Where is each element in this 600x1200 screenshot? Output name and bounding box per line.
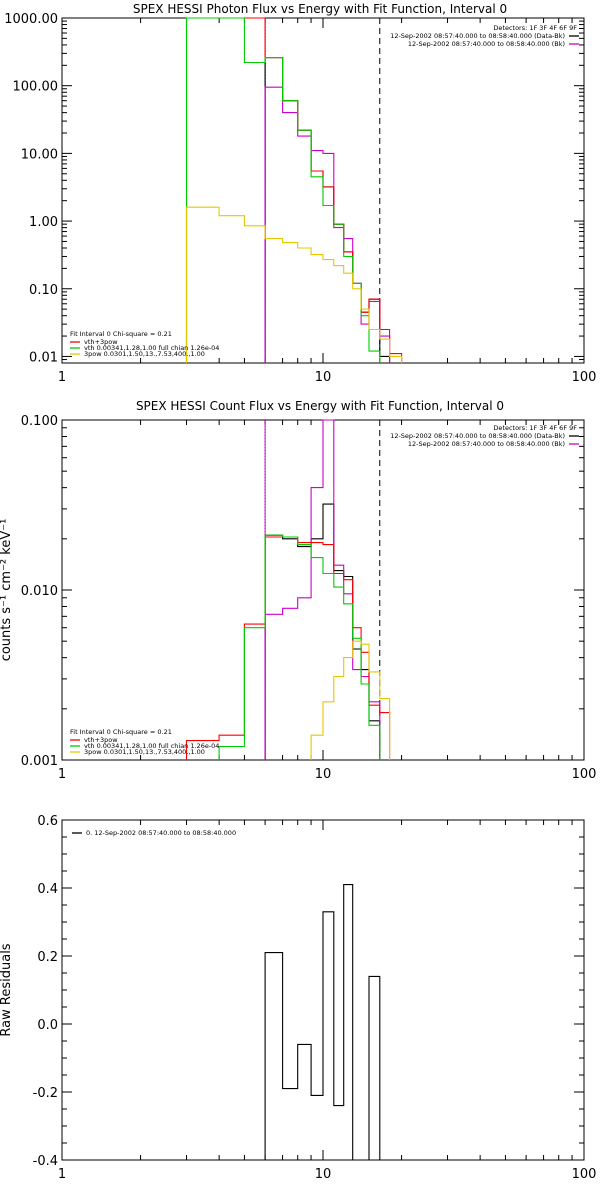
info-box: Detectors: 1F 3F 4F 6F 9F 12-Sep-2002 08… bbox=[390, 24, 579, 48]
fit-legend: Fit Interval 0 Chi-square = 0.21 vth+3po… bbox=[70, 330, 219, 358]
fit-legend-3pow: 3pow 0.0301,1.50,13.,7.53,400.,1.00 bbox=[84, 350, 205, 358]
x-tick-label: 10 bbox=[315, 767, 332, 782]
info-line-bk: 12-Sep-2002 08:57:40.000 to 08:58:40.000… bbox=[408, 40, 565, 48]
y-tick-label: 0.001 bbox=[21, 754, 58, 769]
info-line-data-bk: 12-Sep-2002 08:57:40.000 to 08:58:40.000… bbox=[390, 432, 565, 440]
fit-legend: Fit Interval 0 Chi-square = 0.21 vth+3po… bbox=[70, 728, 219, 756]
y-axis-label: Raw Residuals bbox=[0, 943, 14, 1036]
y-tick-label: 100.00 bbox=[13, 80, 59, 95]
fit-header: Fit Interval 0 Chi-square = 0.21 bbox=[70, 728, 172, 736]
y-tick-label: 0.2 bbox=[37, 950, 58, 965]
fit-legend-vth3pow: vth+3pow bbox=[84, 736, 118, 744]
residual-legend: 0. 12-Sep-2002 08:57:40.000 to 08:58:40.… bbox=[86, 829, 236, 837]
fit-legend-vth: vth 0.00341,1.28,1.00 full chian 1.26e-0… bbox=[84, 344, 219, 352]
info-box: Detectors: 1F 3F 4F 6F 9F 12-Sep-2002 08… bbox=[390, 424, 579, 448]
y-tick-label: 0.01 bbox=[29, 350, 58, 365]
photon-flux-panel: SPEX HESSI Photon Flux vs Energy with Fi… bbox=[4, 2, 596, 385]
chart-title: SPEX HESSI Photon Flux vs Energy with Fi… bbox=[133, 2, 507, 16]
series-layer bbox=[185, 419, 391, 760]
chart-title: SPEX HESSI Count Flux vs Energy with Fit… bbox=[136, 399, 504, 413]
x-tick-label: 10 bbox=[315, 1167, 332, 1182]
info-line-bk: 12-Sep-2002 08:57:40.000 to 08:58:40.000… bbox=[408, 440, 565, 448]
series-bk bbox=[264, 86, 391, 363]
series-3pow bbox=[185, 206, 403, 363]
y-tick-label: 0.010 bbox=[21, 584, 58, 599]
x-tick-label: 100 bbox=[572, 767, 597, 782]
x-tick-label: 1 bbox=[58, 370, 66, 385]
y-tick-label: 0.10 bbox=[29, 283, 58, 298]
fit-legend-3pow: 3pow 0.0301,1.50,13.,7.53,400.,1.00 bbox=[84, 748, 205, 756]
x-tick-label: 10 bbox=[315, 370, 332, 385]
count-flux-panel: SPEX HESSI Count Flux vs Energy with Fit… bbox=[0, 399, 596, 782]
series-vth bbox=[185, 17, 381, 363]
y-tick-label: 1000.00 bbox=[4, 12, 58, 27]
y-tick-label: 0.100 bbox=[21, 414, 58, 429]
series-layer bbox=[185, 17, 403, 363]
series-layer bbox=[264, 884, 381, 1161]
x-tick-label: 1 bbox=[58, 767, 66, 782]
y-tick-label: 10.00 bbox=[21, 147, 58, 162]
series-3pow bbox=[310, 640, 391, 760]
y-tick-label: -0.2 bbox=[33, 1086, 58, 1101]
x-tick-label: 100 bbox=[572, 370, 597, 385]
y-tick-label: 0.6 bbox=[37, 814, 58, 829]
axes: 1 10 100 0.6 0.4 0.2 0.0 -0.2 -0.4 bbox=[33, 814, 597, 1182]
series-bk bbox=[264, 419, 381, 760]
detectors-label: Detectors: 1F 3F 4F 6F 9F bbox=[493, 24, 577, 32]
fit-legend-vth: vth 0.00341,1.28,1.00 full chian 1.26e-0… bbox=[84, 742, 219, 750]
fit-legend-vth3pow: vth+3pow bbox=[84, 338, 118, 346]
series-vth bbox=[218, 534, 381, 760]
detectors-label: Detectors: 1F 3F 4F 6F 9F bbox=[493, 424, 577, 432]
y-tick-label: 0.0 bbox=[37, 1018, 58, 1033]
y-tick-label: -0.4 bbox=[33, 1154, 58, 1169]
x-tick-label: 1 bbox=[58, 1167, 66, 1182]
residuals-panel: Raw Residuals 1 10 100 0.6 0.4 0.2 0.0 -0.2 -0.4… bbox=[0, 814, 596, 1182]
series-residuals bbox=[264, 884, 381, 1161]
y-axis-label: counts s⁻¹ cm⁻² keV⁻¹ bbox=[0, 519, 14, 662]
y-tick-label: 0.4 bbox=[37, 882, 58, 897]
info-line-data-bk: 12-Sep-2002 08:57:40.000 to 08:58:40.000… bbox=[390, 32, 565, 40]
axes: 1 10 100 1000.00 100.00 10.00 1.00 0.10 0.01 bbox=[4, 12, 596, 385]
x-tick-label: 100 bbox=[572, 1167, 597, 1182]
y-tick-label: 1.00 bbox=[29, 215, 58, 230]
series-data-bk bbox=[264, 57, 391, 363]
fit-header: Fit Interval 0 Chi-square = 0.21 bbox=[70, 330, 172, 338]
